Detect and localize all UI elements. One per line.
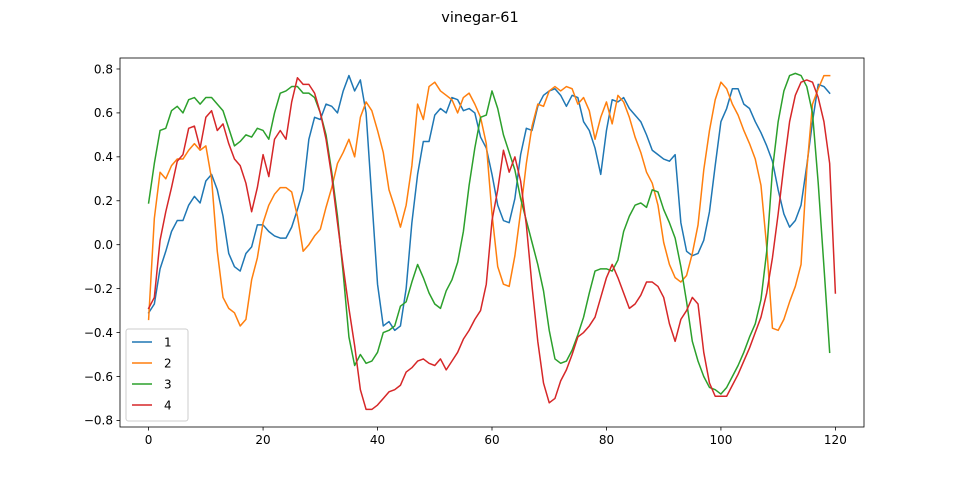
- y-tick-label: 0.0: [94, 238, 113, 252]
- y-tick-label: −0.8: [84, 414, 113, 428]
- y-tick-label: 0.6: [94, 106, 113, 120]
- x-tick-label: 80: [599, 433, 614, 447]
- x-tick-label: 60: [484, 433, 499, 447]
- y-axis: −0.8 −0.6 −0.4 −0.2 0.0 0.2 0.4 0.6 0.8: [84, 62, 120, 428]
- y-tick-label: 0.8: [94, 62, 113, 76]
- legend-box: [125, 328, 189, 422]
- chart-title: vinegar-61: [441, 10, 519, 26]
- legend: 1 2 3 4: [125, 328, 189, 422]
- y-tick-label: 0.2: [94, 194, 113, 208]
- legend-label-4: 4: [164, 398, 172, 412]
- y-tick-label: −0.6: [84, 370, 113, 384]
- x-tick-label: 0: [145, 433, 153, 447]
- x-tick-label: 20: [255, 433, 270, 447]
- y-tick-label: −0.4: [84, 326, 113, 340]
- legend-label-3: 3: [164, 377, 172, 391]
- legend-label-1: 1: [164, 335, 172, 349]
- x-axis: 0 20 40 60 80 100 120: [145, 427, 847, 447]
- series-line-3: [147, 72, 831, 395]
- x-tick-label: 40: [370, 433, 385, 447]
- series-line-4: [147, 77, 837, 411]
- x-tick-label: 120: [824, 433, 847, 447]
- y-tick-label: 0.4: [94, 150, 113, 164]
- x-tick-label: 100: [709, 433, 732, 447]
- series-line-2: [147, 74, 831, 332]
- y-tick-label: −0.2: [84, 282, 113, 296]
- legend-label-2: 2: [164, 356, 172, 370]
- series-layer: [147, 72, 837, 411]
